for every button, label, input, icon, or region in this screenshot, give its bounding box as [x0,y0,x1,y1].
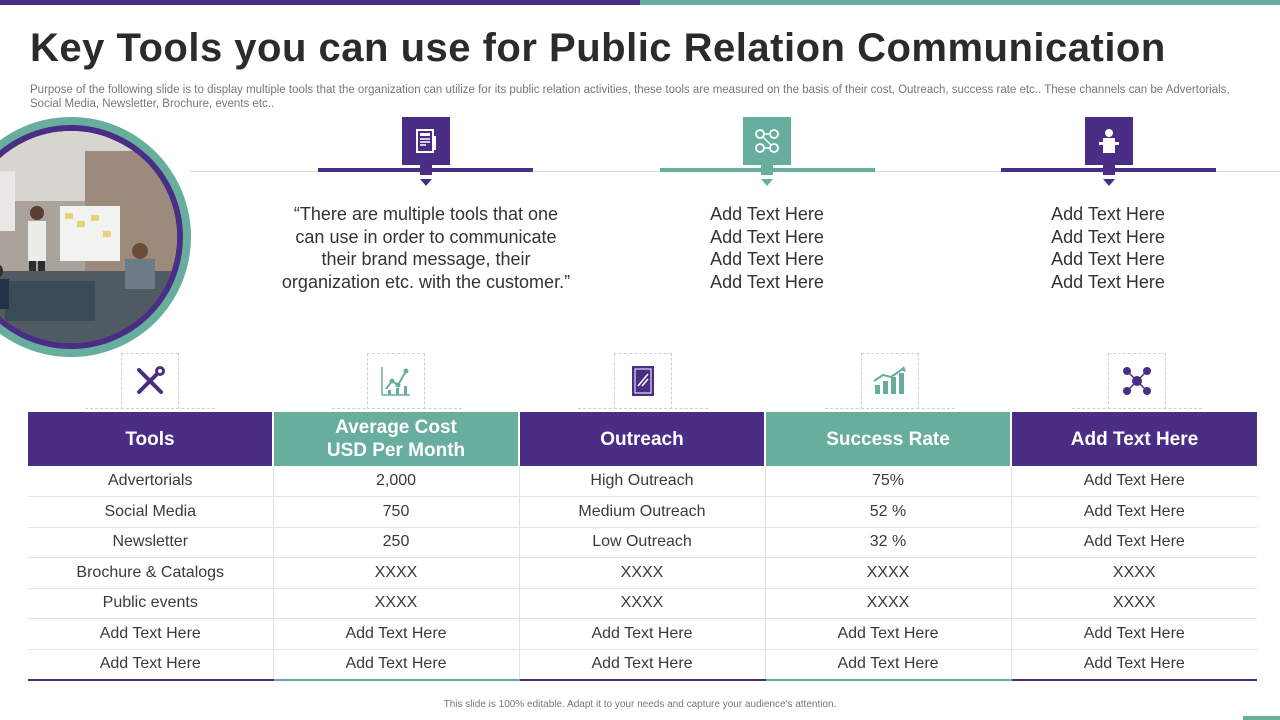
table-cell: Medium Outreach [519,496,766,528]
table-cell: XXXX [1011,557,1257,589]
table-cell: Brochure & Catalogs [28,557,274,589]
table-cell: Add Text Here [1011,527,1257,558]
growth-chart-icon [861,353,919,409]
header-add-text: Add Text Here [1011,412,1257,466]
table-row: Brochure & Catalogs XXXX XXXX XXXX XXXX [28,557,1257,589]
table-row: Advertorials 2,000 High Outreach 75% Add… [28,466,1257,497]
table-cell: 52 % [765,496,1012,528]
table-cell: Add Text Here [1011,618,1257,650]
header-tools: Tools [28,412,274,466]
table-cell: Add Text Here [273,649,520,681]
table-row: Social Media 750 Medium Outreach 52 % Ad… [28,496,1257,528]
table-cell: XXXX [273,557,520,589]
page-title: Key Tools you can use for Public Relatio… [30,26,1166,70]
top-accent-bar [0,0,1280,5]
table-cell: Advertorials [28,466,274,497]
table-cell: 750 [273,496,520,528]
table-cell: XXXX [273,588,520,619]
column-text: Add Text Here Add Text Here Add Text Her… [710,204,824,292]
table-cell: Add Text Here [28,618,274,650]
table-cell: 32 % [765,527,1012,558]
column-arrow [761,179,773,186]
tools-icon [121,353,179,409]
corner-accent [1243,716,1280,720]
table-cell: Add Text Here [1011,496,1257,528]
table-cell: Add Text Here [765,649,1012,681]
table-cell: XXXX [1011,588,1257,619]
table-cell: Add Text Here [28,649,274,681]
table-row: Add Text Here Add Text Here Add Text Her… [28,649,1257,681]
table-cell: XXXX [519,557,766,589]
column-text: “There are multiple tools that one can u… [281,204,571,292]
table-cell: XXXX [765,557,1012,589]
table-cell: 2,000 [273,466,520,497]
table-cell: High Outreach [519,466,766,497]
analytics-chart-icon [367,353,425,409]
header-success-rate: Success Rate [765,412,1012,466]
table-cell: 75% [765,466,1012,497]
tools-table: Tools Average Cost USD Per Month Outreach… [28,412,1257,681]
column-arrow [420,179,432,186]
table-row: Add Text Here Add Text Here Add Text Her… [28,618,1257,650]
page-subtitle: Purpose of the following slide is to dis… [30,84,1230,110]
team-network-icon [743,117,791,165]
table-cell: Low Outreach [519,527,766,558]
table-cell: Add Text Here [765,618,1012,650]
table-cell: Newsletter [28,527,274,558]
table-cell: Add Text Here [273,618,520,650]
table-cell: Add Text Here [519,649,766,681]
table-cell: Add Text Here [1011,466,1257,497]
table-cell: Social Media [28,496,274,528]
table-cell: Public events [28,588,274,619]
column-tab [1103,165,1115,175]
header-average-cost: Average Cost USD Per Month [273,412,520,466]
document-icon [614,353,672,409]
network-people-icon [1108,353,1166,409]
newspaper-icon [402,117,450,165]
table-row: Public events XXXX XXXX XXXX XXXX [28,588,1257,619]
column-text: Add Text Here Add Text Here Add Text Her… [1051,204,1165,292]
table-cell: 250 [273,527,520,558]
table-cell: Add Text Here [519,618,766,650]
column-tab [761,165,773,175]
table-cell: Add Text Here [1011,649,1257,681]
table-cell: XXXX [765,588,1012,619]
table-cell: XXXX [519,588,766,619]
table-row: Newsletter 250 Low Outreach 32 % Add Tex… [28,527,1257,558]
presenter-podium-icon [1085,117,1133,165]
footer-note: This slide is 100% editable. Adapt it to… [443,699,837,710]
table-header-row: Tools Average Cost USD Per Month Outreach… [28,412,1257,466]
column-tab [420,165,432,175]
column-arrow [1103,179,1115,186]
header-outreach: Outreach [519,412,766,466]
